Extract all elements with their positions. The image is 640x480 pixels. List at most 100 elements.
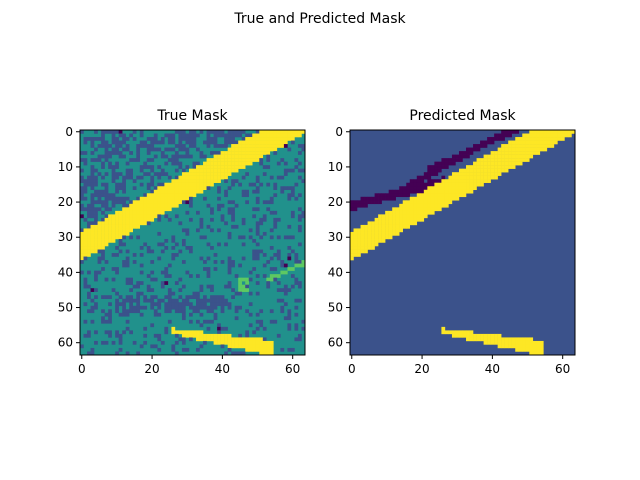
heatmap-cell [395, 221, 400, 226]
heatmap-cell [94, 130, 98, 134]
heatmap-cell [188, 140, 193, 145]
heatmap-cell [143, 214, 148, 219]
heatmap-cell [490, 137, 495, 141]
heatmap-cell [273, 253, 278, 257]
heatmap-cell [153, 277, 158, 282]
heatmap-cell [153, 189, 158, 194]
heatmap-cell [87, 235, 91, 240]
heatmap-cell [101, 182, 105, 187]
heatmap-cell [171, 298, 176, 303]
heatmap-cell [283, 161, 288, 166]
heatmap-cell [171, 193, 176, 198]
heatmap-cell [101, 224, 105, 229]
heatmap-cell [367, 231, 372, 236]
heatmap-cell [97, 158, 102, 162]
heatmap-cell [388, 224, 393, 229]
heatmap-cell [269, 274, 274, 278]
heatmap-cell [255, 231, 260, 236]
heatmap-cell [136, 158, 141, 162]
heatmap-cell [259, 140, 264, 145]
heatmap-cell [266, 277, 271, 282]
heatmap-cell [241, 340, 246, 345]
heatmap-cell [529, 144, 534, 148]
heatmap-cell [476, 158, 481, 162]
heatmap-cell [567, 133, 572, 138]
heatmap-cell [174, 330, 179, 335]
heatmap-cell [132, 210, 137, 215]
heatmap-cell [94, 274, 98, 278]
heatmap-cell [115, 351, 119, 356]
heatmap-cell [210, 165, 214, 169]
heatmap-cell [199, 305, 204, 310]
heatmap-cell [231, 207, 235, 212]
heatmap-cell [90, 246, 95, 250]
heatmap-cell [157, 298, 162, 303]
heatmap-cell [455, 154, 460, 159]
heatmap-cell [101, 137, 105, 141]
heatmap-cell [122, 175, 126, 180]
heatmap-cell [487, 333, 491, 338]
heatmap-cell [262, 165, 267, 169]
heatmap-cell [83, 238, 88, 243]
heatmap-cell [111, 228, 116, 233]
heatmap-cell [97, 228, 102, 233]
heatmap-cell [83, 179, 88, 183]
heatmap-cell [378, 217, 382, 222]
heatmap-cell [399, 207, 403, 212]
heatmap-cell [529, 133, 534, 138]
heatmap-cell [132, 221, 137, 226]
heatmap-cell [413, 207, 418, 212]
heatmap-cell [227, 210, 232, 215]
heatmap-cell [283, 144, 288, 148]
heatmap-cell [469, 333, 474, 338]
heatmap-cell [434, 182, 439, 187]
heatmap-cell [101, 238, 105, 243]
heatmap-cell [97, 224, 102, 229]
heatmap-cell [111, 221, 116, 226]
heatmap-cell [210, 302, 214, 307]
heatmap-cell [511, 344, 516, 349]
heatmap-cell [259, 235, 264, 240]
heatmap-cell [118, 151, 123, 155]
heatmap-cell [557, 137, 562, 141]
heatmap-cell [217, 144, 221, 148]
heatmap-cell [167, 309, 172, 314]
heatmap-cell [227, 158, 232, 162]
heatmap-cell [178, 144, 183, 148]
heatmap-cell [171, 158, 176, 162]
heatmap-cell [409, 214, 414, 219]
heatmap-cell [255, 221, 260, 226]
heatmap-cell [104, 221, 109, 226]
heatmap-cell [448, 161, 453, 166]
heatmap-cell [199, 284, 204, 289]
heatmap-cell [367, 200, 372, 205]
heatmap-cell [150, 270, 155, 275]
heatmap-cell [199, 337, 204, 342]
heatmap-cell [213, 130, 218, 134]
heatmap-cell [83, 140, 88, 145]
heatmap-cell [423, 182, 428, 187]
heatmap-cell [273, 217, 278, 222]
heatmap-cell [213, 316, 218, 321]
heatmap-cell [224, 298, 228, 303]
heatmap-cell [224, 302, 228, 307]
heatmap-cell [437, 193, 442, 198]
heatmap-cell [480, 168, 484, 173]
heatmap-cell [83, 196, 88, 201]
heatmap-cell [395, 189, 400, 194]
heatmap-cell [125, 231, 130, 236]
heatmap-cell [294, 130, 299, 134]
heatmap-cell [427, 175, 432, 180]
heatmap-cell [174, 351, 179, 356]
heatmap-cell [171, 147, 176, 152]
heatmap-cell [430, 193, 435, 198]
heatmap-cell [188, 186, 193, 191]
heatmap-cell [483, 175, 488, 180]
heatmap-cell [371, 224, 375, 229]
heatmap-cell [416, 179, 421, 183]
heatmap-cell [381, 214, 386, 219]
heatmap-cell [94, 221, 98, 226]
heatmap-cell [273, 224, 278, 229]
heatmap-cell [210, 284, 214, 289]
heatmap-cell [157, 140, 162, 145]
